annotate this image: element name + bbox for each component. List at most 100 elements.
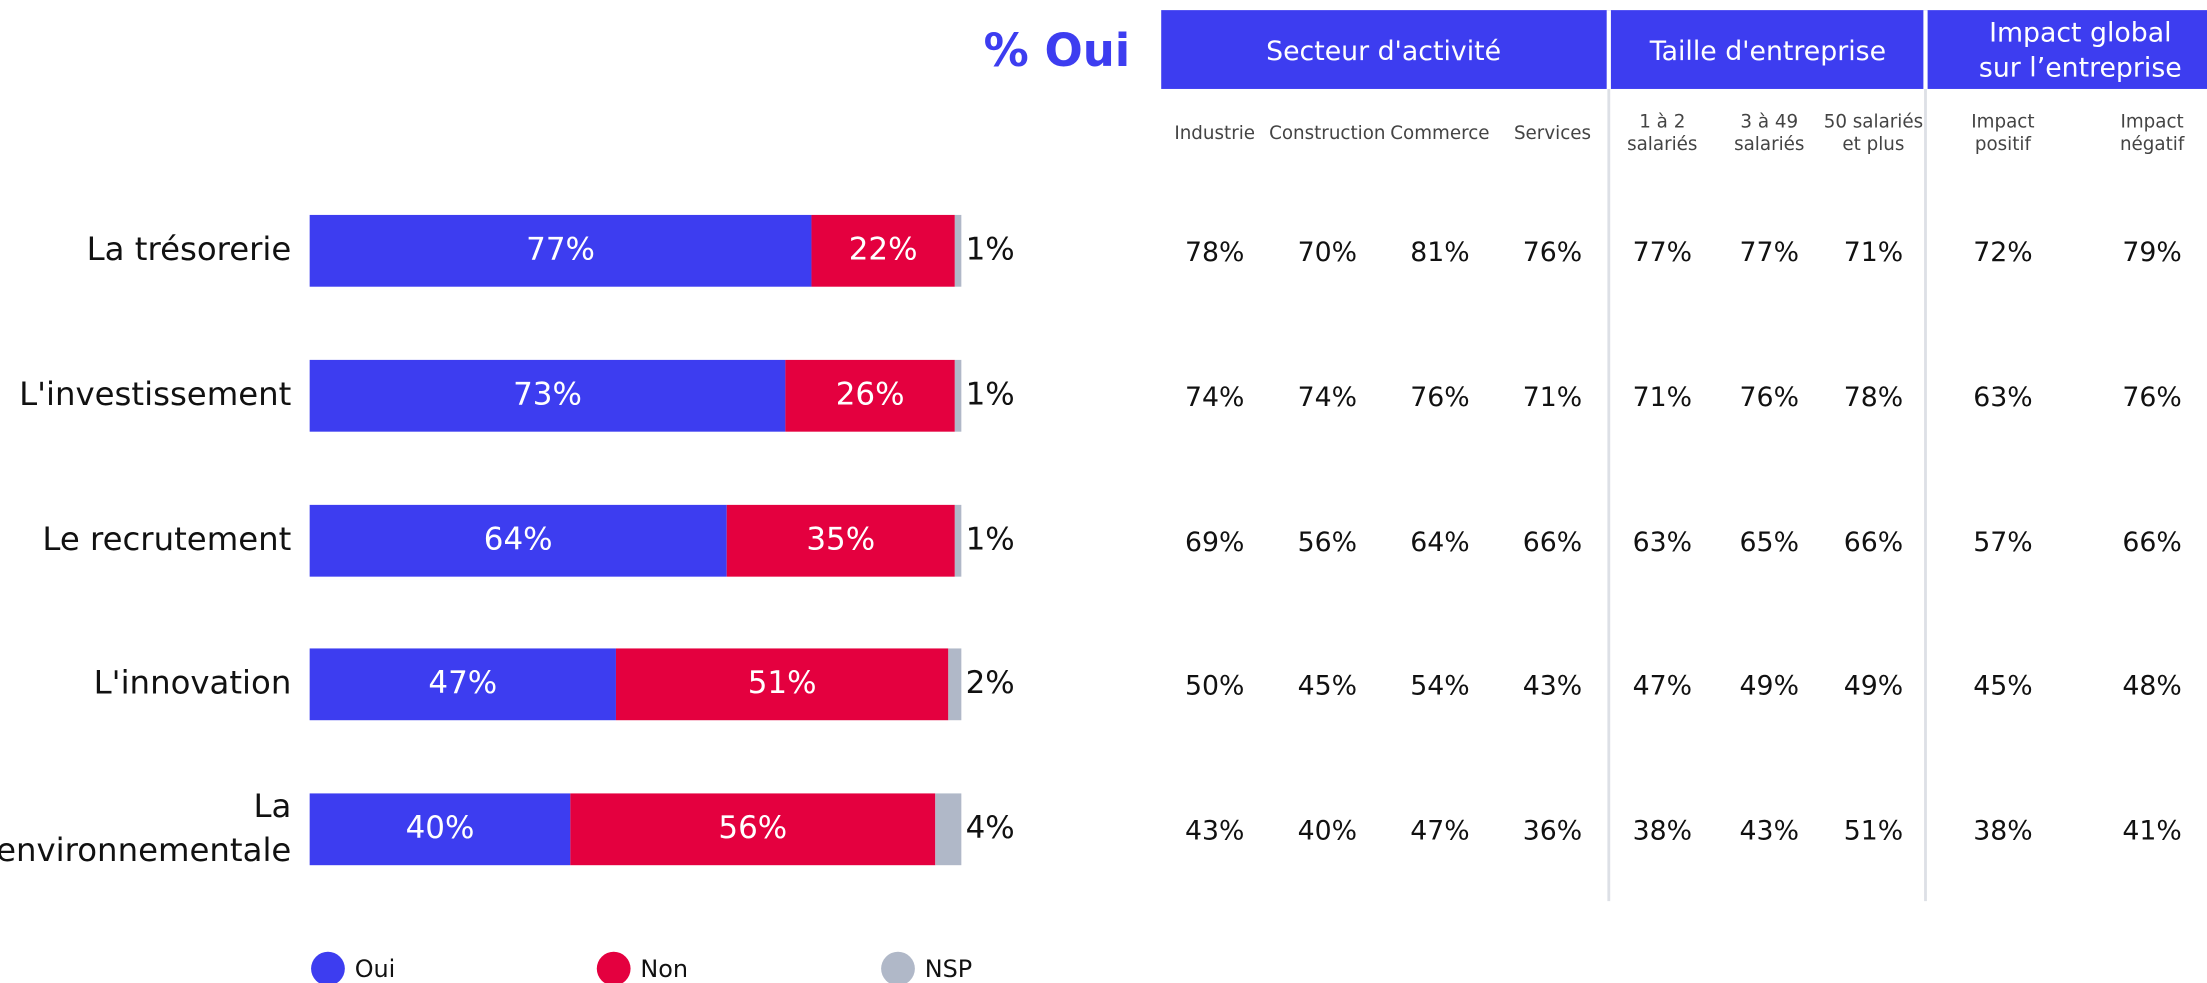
legend-swatch [596,951,631,983]
table-cell: 38% [1633,816,1692,847]
table-cell: 63% [1973,382,2032,413]
bar-segment [954,359,962,432]
category-label: La trésorerie [87,230,292,268]
bar-segment [309,793,571,866]
group-header: Impact global [1989,18,2172,49]
column-header: Industrie [1174,123,1255,144]
bar-segment [954,214,962,287]
value-label: 1% [966,376,1015,412]
table-cell: 45% [1973,671,2032,702]
table-cell: 64% [1410,527,1469,558]
table-cell: 81% [1410,237,1469,268]
column-header: 50 salariés [1824,112,1923,133]
bar-segment [309,214,812,287]
table-cell: 66% [2122,527,2181,558]
column-header: Construction [1269,123,1385,144]
table-cell: 78% [1185,237,1244,268]
table-cell: 57% [1973,527,2032,558]
header-band [1161,10,2207,89]
bar-segment [954,504,962,577]
bar-segment [309,504,727,577]
value-label: 56% [718,810,787,846]
table-cell: 69% [1185,527,1244,558]
table-cell: 41% [2122,816,2181,847]
legend-label: Oui [355,955,396,983]
table-cell: 71% [1523,382,1582,413]
column-header: Services [1514,123,1591,144]
table-cell: 71% [1633,382,1692,413]
table-cell: 49% [1740,671,1799,702]
value-label: 1% [966,231,1015,267]
table-cell: 79% [2122,237,2181,268]
table-cell: 70% [1298,237,1357,268]
table-cell: 38% [1973,816,2032,847]
column-header: 3 à 49 [1740,112,1798,133]
category-label: L'investissement [19,375,291,413]
bar-segment [309,359,786,432]
bar-segment [570,793,936,866]
value-label: 40% [406,810,475,846]
table-cell: 66% [1523,527,1582,558]
value-label: 73% [513,376,582,412]
bar-segment [726,504,955,577]
group-header: Taille d'entreprise [1649,36,1886,67]
column-header: salariés [1627,134,1697,155]
table-cell: 72% [1973,237,2032,268]
value-label: 1% [966,521,1015,557]
value-label: 2% [966,665,1015,701]
table-cell: 77% [1740,237,1799,268]
bar-segment [948,648,962,721]
bar-segment [811,214,955,287]
table-cell: 76% [1740,382,1799,413]
legend-swatch [881,951,915,983]
group-header: sur l’entreprise [1979,53,2182,84]
table-cell: 50% [1185,671,1244,702]
legend-swatch [311,951,345,983]
table-title: % Oui [984,24,1131,77]
column-header: négatif [2120,134,2185,155]
category-label: L'innovation [94,663,292,701]
table-cell: 66% [1844,527,1903,558]
column-header: positif [1975,134,2032,155]
category-label: Le recrutement [42,520,291,558]
value-label: 64% [484,521,553,557]
column-header: salariés [1734,134,1804,155]
bar-segment [309,648,616,721]
column-header: Impact [1971,112,2034,133]
table-cell: 74% [1185,382,1244,413]
table-cell: 71% [1844,237,1903,268]
value-label: 4% [966,810,1015,846]
value-label: 77% [526,231,595,267]
value-label: 22% [849,231,918,267]
value-label: 51% [748,665,817,701]
table-cell: 49% [1844,671,1903,702]
column-header: Impact [2120,112,2183,133]
table-cell: 36% [1523,816,1582,847]
table-cell: 54% [1410,671,1469,702]
category-label: Latransformation environnementale [0,787,291,869]
table-cell: 56% [1298,527,1357,558]
table-cell: 65% [1740,527,1799,558]
table-cell: 43% [1523,671,1582,702]
legend-label: NSP [925,955,972,983]
table-cell: 51% [1844,816,1903,847]
table-cell: 45% [1298,671,1357,702]
bar-segment [935,793,962,866]
table-cell: 48% [2122,671,2181,702]
column-header: Commerce [1390,123,1489,144]
table-cell: 74% [1298,382,1357,413]
bar-segment [615,648,949,721]
table-cell: 76% [2122,382,2181,413]
value-label: 35% [806,521,875,557]
legend-label: Non [640,955,688,983]
table-cell: 40% [1298,816,1357,847]
column-header: 1 à 2 [1639,112,1685,133]
value-label: 47% [428,665,497,701]
bar-segment [785,359,955,432]
column-header: et plus [1842,134,1904,155]
table-cell: 77% [1633,237,1692,268]
table-cell: 78% [1844,382,1903,413]
table-cell: 76% [1523,237,1582,268]
